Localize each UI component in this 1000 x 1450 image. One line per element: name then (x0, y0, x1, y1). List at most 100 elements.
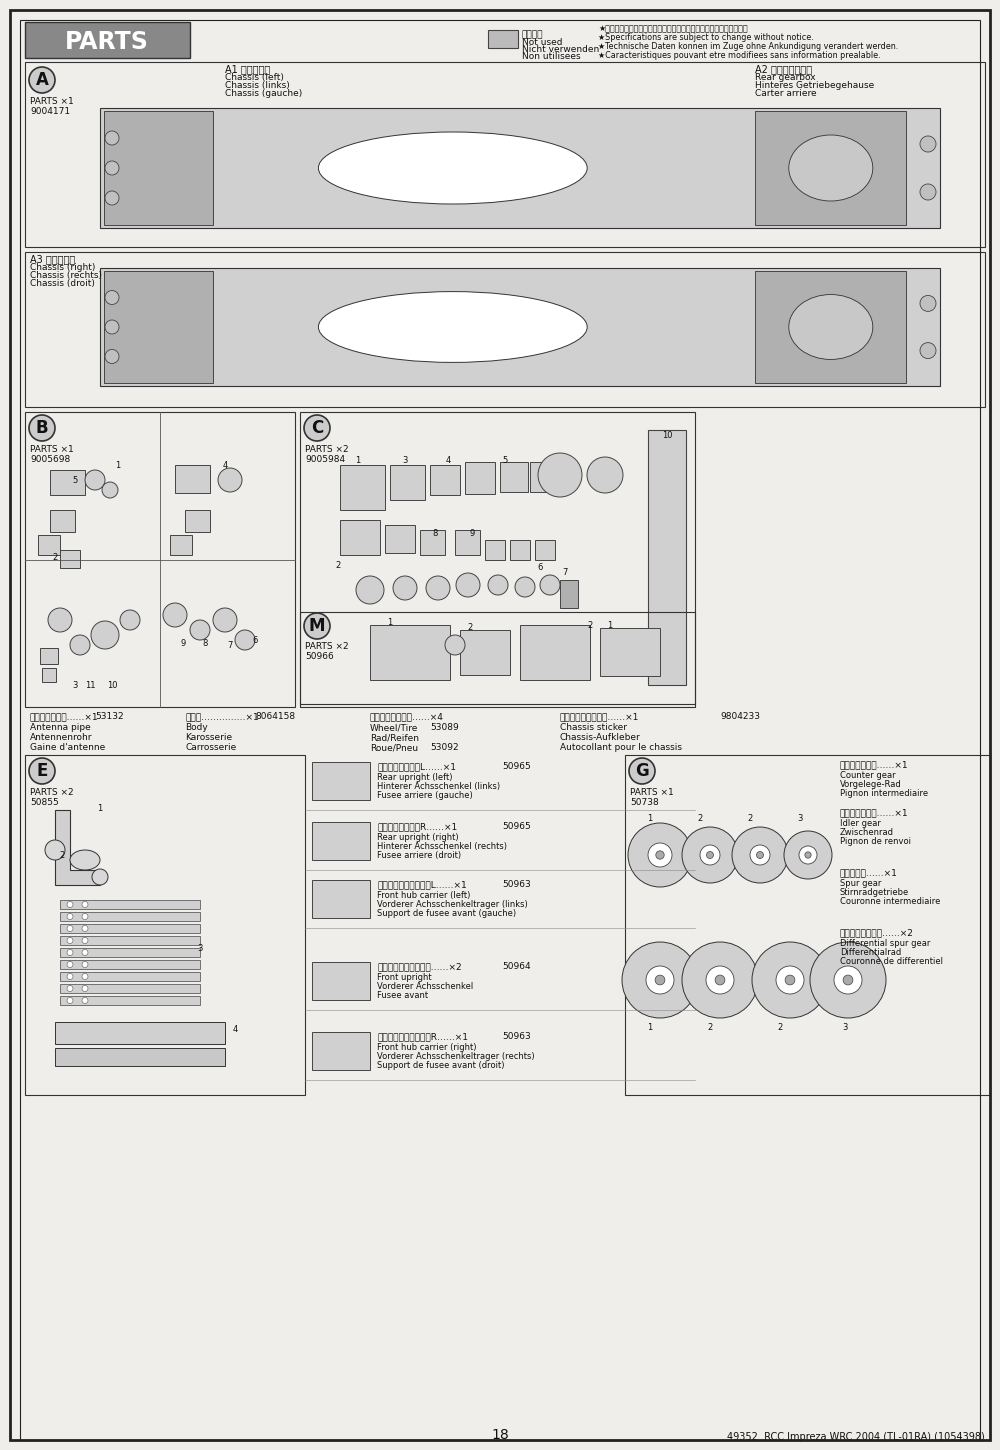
Text: PARTS ×2: PARTS ×2 (305, 445, 349, 454)
Circle shape (805, 851, 811, 858)
Text: A3 シャーシ右: A3 シャーシ右 (30, 254, 75, 264)
Text: 1: 1 (607, 621, 613, 629)
Bar (60, 937, 200, 945)
Circle shape (67, 950, 73, 956)
Text: フロントハブキャリアL……×1: フロントハブキャリアL……×1 (377, 880, 467, 889)
Text: 9005698: 9005698 (30, 455, 70, 464)
Circle shape (67, 925, 73, 931)
Text: Front upright: Front upright (377, 973, 432, 982)
Text: リヤアップライトR……×1: リヤアップライトR……×1 (377, 822, 457, 831)
Circle shape (920, 296, 936, 312)
Circle shape (102, 481, 118, 497)
Text: 50963: 50963 (502, 1032, 531, 1041)
Text: PARTS: PARTS (65, 30, 149, 54)
Circle shape (105, 290, 119, 304)
Circle shape (82, 950, 88, 956)
Text: 49352  RCC Impreza WRC 2004 (TL-01RA) (1054398): 49352 RCC Impreza WRC 2004 (TL-01RA) (10… (727, 1433, 985, 1441)
Text: 7: 7 (562, 567, 568, 577)
Text: E: E (36, 763, 48, 780)
Circle shape (843, 974, 853, 985)
Ellipse shape (789, 135, 873, 202)
Text: ボディ……………×1: ボディ……………×1 (185, 712, 259, 721)
Bar (385, 525, 415, 552)
Text: リヤアップライトL……×1: リヤアップライトL……×1 (377, 763, 456, 771)
Circle shape (810, 942, 886, 1018)
Circle shape (190, 621, 210, 639)
Circle shape (538, 452, 582, 497)
Circle shape (82, 902, 88, 908)
Bar (648, 431, 686, 684)
Text: 10: 10 (107, 680, 117, 690)
Bar (312, 1032, 370, 1070)
Circle shape (105, 320, 119, 334)
Text: Antennenrohr: Antennenrohr (30, 734, 92, 742)
Bar (390, 465, 425, 500)
Circle shape (82, 986, 88, 992)
Text: Rear gearbox: Rear gearbox (755, 72, 816, 83)
Text: Spur gear: Spur gear (840, 879, 881, 887)
Circle shape (488, 576, 508, 594)
Circle shape (757, 851, 764, 858)
Bar (50, 510, 75, 532)
Text: 2: 2 (747, 813, 753, 822)
Text: Differentialrad: Differentialrad (840, 948, 901, 957)
Text: Chassis (rechts): Chassis (rechts) (30, 271, 102, 280)
Circle shape (67, 938, 73, 944)
Text: Vorderer Achsschenkeltrager (links): Vorderer Achsschenkeltrager (links) (377, 900, 528, 909)
Circle shape (656, 851, 664, 860)
Text: Fusee arriere (droit): Fusee arriere (droit) (377, 851, 461, 860)
Circle shape (91, 621, 119, 650)
Text: スパーギヤ……×1: スパーギヤ……×1 (840, 869, 898, 877)
Text: 2: 2 (707, 1024, 713, 1032)
Text: 1: 1 (355, 455, 361, 464)
Text: Chassis (gauche): Chassis (gauche) (225, 88, 302, 99)
Bar (300, 612, 695, 705)
Bar (60, 948, 200, 957)
Circle shape (218, 468, 242, 492)
Circle shape (628, 824, 692, 887)
Text: Autocollant pour le chassis: Autocollant pour le chassis (560, 742, 682, 753)
Bar (100, 268, 940, 386)
Text: B: B (36, 419, 48, 436)
Circle shape (105, 161, 119, 175)
Bar (340, 465, 385, 510)
Bar (60, 900, 200, 909)
Text: 50965: 50965 (502, 822, 531, 831)
Text: 11: 11 (85, 680, 95, 690)
Bar (530, 463, 558, 492)
Text: 3: 3 (197, 944, 203, 953)
Text: 6: 6 (252, 635, 258, 644)
Bar (55, 1022, 225, 1044)
Text: Chassis-Aufkleber: Chassis-Aufkleber (560, 734, 641, 742)
Text: 3: 3 (842, 1024, 848, 1032)
Circle shape (82, 961, 88, 967)
Circle shape (67, 914, 73, 919)
Circle shape (700, 845, 720, 866)
Text: Body: Body (185, 724, 208, 732)
Bar (100, 107, 940, 228)
Text: Chassis sticker: Chassis sticker (560, 724, 627, 732)
Bar (185, 510, 210, 532)
Bar (60, 996, 200, 1005)
Circle shape (29, 758, 55, 784)
Bar (510, 539, 530, 560)
Text: 8: 8 (202, 638, 208, 648)
Text: Nicht verwenden: Nicht verwenden (522, 45, 599, 54)
Text: 53089: 53089 (430, 724, 459, 732)
Text: 18: 18 (491, 1428, 509, 1441)
Circle shape (752, 942, 828, 1018)
Text: Pignon intermediaire: Pignon intermediaire (840, 789, 928, 798)
Bar (312, 822, 370, 860)
Bar (60, 960, 200, 969)
Text: 50963: 50963 (502, 880, 531, 889)
Circle shape (776, 966, 804, 995)
Ellipse shape (318, 291, 587, 362)
Text: 3: 3 (72, 680, 78, 690)
Bar (40, 648, 58, 664)
Text: ★製品改良のためキットは予告なく仕様を変更することがあります。: ★製品改良のためキットは予告なく仕様を変更することがあります。 (598, 25, 748, 33)
Text: 1: 1 (647, 1024, 653, 1032)
Text: Karosserie: Karosserie (185, 734, 232, 742)
Circle shape (540, 576, 560, 594)
Text: 2: 2 (467, 622, 473, 632)
Text: 1: 1 (115, 461, 121, 470)
